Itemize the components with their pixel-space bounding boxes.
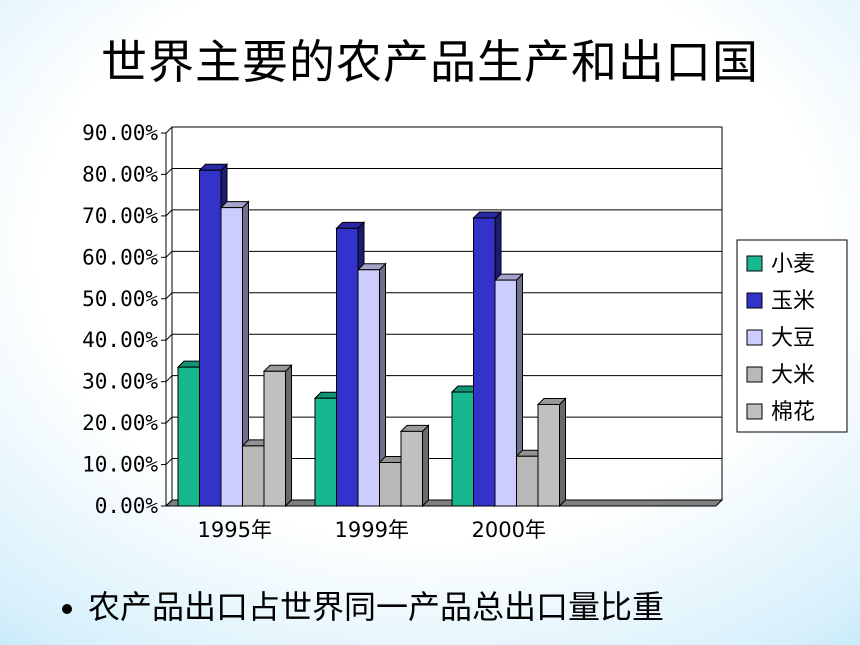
x-tick-label: 1995年 xyxy=(198,518,272,542)
y-tick-label: 30.00% xyxy=(82,370,158,394)
legend-swatch xyxy=(746,255,763,272)
y-tick-label: 0.00% xyxy=(95,494,159,518)
y-tick-label: 90.00% xyxy=(82,121,158,145)
gridline-depth xyxy=(165,458,173,465)
gridline-depth xyxy=(165,333,173,341)
y-tick-label: 50.00% xyxy=(82,287,158,311)
page-title: 世界主要的农产品生产和出口国 xyxy=(101,35,759,89)
gridline-depth xyxy=(165,375,173,383)
legend-label: 棉花 xyxy=(771,400,815,425)
bar-4 xyxy=(516,455,539,507)
gridline-depth xyxy=(165,499,173,507)
bullet-text-row: 农产品出口占世界同一产品总出口量比重 xyxy=(62,582,664,628)
gridline-depth xyxy=(165,126,173,134)
bullet-icon xyxy=(62,604,72,614)
x-tick-label: 2000年 xyxy=(472,518,546,542)
bar-3 xyxy=(494,279,517,507)
bar-2 xyxy=(336,227,359,507)
legend-swatch xyxy=(746,366,763,383)
legend-label: 小麦 xyxy=(771,252,815,277)
bar-side xyxy=(422,424,429,508)
y-tick-label: 40.00% xyxy=(82,328,158,352)
legend-label: 玉米 xyxy=(771,289,815,314)
bar-1 xyxy=(451,391,474,507)
bar-5 xyxy=(400,430,423,507)
y-tick-label: 60.00% xyxy=(82,245,158,269)
legend-label: 大米 xyxy=(771,363,815,388)
gridline-depth xyxy=(165,209,173,217)
gridline-depth xyxy=(165,292,173,300)
legend-swatch xyxy=(746,329,763,346)
y-tick-label: 20.00% xyxy=(82,411,158,435)
bar-side xyxy=(285,364,292,508)
bar-4 xyxy=(242,445,265,507)
bar-4 xyxy=(379,461,402,507)
bar-1 xyxy=(177,366,200,507)
legend-swatch xyxy=(746,292,763,309)
legend-label: 大豆 xyxy=(771,326,815,351)
y-tick-label: 70.00% xyxy=(82,204,158,228)
y-tick-label: 10.00% xyxy=(82,453,158,477)
bar-3 xyxy=(357,269,380,507)
bar-2 xyxy=(199,169,222,507)
bar-2 xyxy=(473,217,496,507)
bar-3 xyxy=(220,207,243,507)
legend-swatch xyxy=(746,403,763,420)
gridline-depth xyxy=(165,250,173,258)
bullet-text: 农产品出口占世界同一产品总出口量比重 xyxy=(88,588,665,626)
gridline-depth xyxy=(165,416,173,424)
y-tick-label: 80.00% xyxy=(82,162,158,186)
gridline-depth xyxy=(165,168,173,175)
bar-side xyxy=(559,397,566,508)
bar-5 xyxy=(263,370,286,507)
x-tick-label: 1999年 xyxy=(335,518,409,542)
bar-5 xyxy=(537,403,560,507)
bar-1 xyxy=(314,397,337,507)
